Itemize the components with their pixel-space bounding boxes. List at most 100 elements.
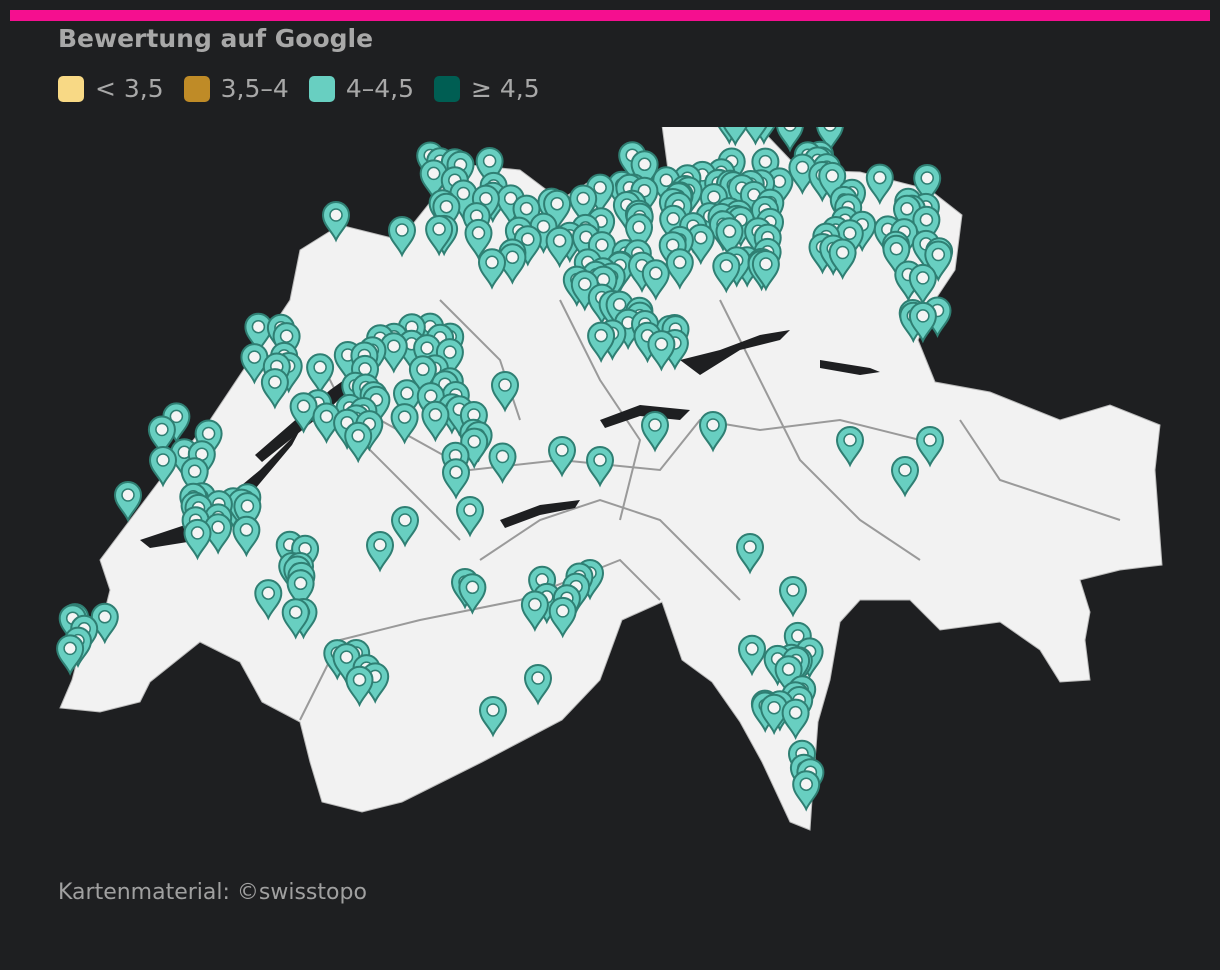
map-pin-icon[interactable] bbox=[321, 201, 351, 243]
map-pin-icon[interactable] bbox=[490, 371, 520, 413]
map-pin-icon[interactable] bbox=[640, 411, 670, 453]
map-pin-icon[interactable] bbox=[712, 251, 741, 294]
map-pin-icon[interactable] bbox=[180, 457, 209, 499]
map-markers bbox=[56, 73, 954, 812]
chart-title: Bewertung auf Google bbox=[58, 24, 374, 53]
map-pin-icon[interactable] bbox=[745, 91, 771, 132]
map-pin-icon[interactable] bbox=[387, 216, 417, 258]
map-pin-icon[interactable] bbox=[865, 163, 894, 206]
map-pin-icon[interactable] bbox=[647, 330, 676, 372]
map-pin-icon[interactable] bbox=[924, 240, 953, 282]
legend-item-4-5-plus: ≥ 4,5 bbox=[434, 74, 540, 103]
map-pin-icon[interactable] bbox=[641, 259, 670, 301]
map-pin-icon[interactable] bbox=[913, 164, 942, 206]
legend-label: ≥ 4,5 bbox=[471, 74, 540, 103]
map-pin-icon[interactable] bbox=[523, 664, 553, 706]
map-pin-icon[interactable] bbox=[345, 665, 374, 708]
map-pin-icon[interactable] bbox=[587, 321, 616, 364]
map-pin-icon[interactable] bbox=[908, 263, 937, 306]
map-pin-icon[interactable] bbox=[792, 770, 821, 812]
map-pin-icon[interactable] bbox=[478, 696, 508, 738]
map-pin-icon[interactable] bbox=[545, 226, 574, 269]
map-pin-icon[interactable] bbox=[306, 353, 335, 395]
map-pin-icon[interactable] bbox=[569, 184, 598, 226]
map-pin-icon[interactable] bbox=[162, 402, 191, 444]
map-pin-icon[interactable] bbox=[147, 415, 176, 457]
map-pin-icon[interactable] bbox=[390, 403, 419, 445]
map-pin-icon[interactable] bbox=[286, 569, 315, 611]
map-pin-icon[interactable] bbox=[912, 205, 941, 248]
map-pin-icon[interactable] bbox=[665, 248, 694, 290]
map-pin-icon[interactable] bbox=[260, 368, 289, 410]
map-pin-icon[interactable] bbox=[781, 698, 810, 741]
map-pin-icon[interactable] bbox=[547, 436, 577, 478]
legend-label: 4–4,5 bbox=[345, 74, 414, 103]
map-pin-icon[interactable] bbox=[233, 492, 262, 534]
map-credit: Kartenmaterial: ©swisstopo bbox=[58, 880, 367, 905]
map-pin-icon[interactable] bbox=[828, 238, 857, 280]
accent-bar bbox=[10, 10, 1210, 21]
map-pin-icon[interactable] bbox=[496, 184, 525, 226]
map-pin-icon[interactable] bbox=[818, 161, 847, 204]
map-pin-icon[interactable] bbox=[520, 590, 549, 632]
legend-item-below-3-5: < 3,5 bbox=[58, 74, 164, 103]
map-pin-icon[interactable] bbox=[392, 379, 422, 421]
map-pin-icon[interactable] bbox=[722, 106, 748, 147]
map-pin-icon[interactable] bbox=[915, 426, 945, 468]
legend-swatch bbox=[183, 75, 210, 102]
map-pin-icon[interactable] bbox=[548, 596, 577, 639]
map-pin-icon[interactable] bbox=[455, 496, 485, 538]
map-pin-icon[interactable] bbox=[671, 73, 697, 111]
map-pin-icon[interactable] bbox=[760, 693, 789, 736]
map-pin-icon[interactable] bbox=[441, 458, 471, 500]
map-pin-icon[interactable] bbox=[56, 634, 85, 676]
map-pin-icon[interactable] bbox=[365, 531, 395, 573]
map-pin-icon[interactable] bbox=[421, 400, 450, 443]
map-pin-icon[interactable] bbox=[737, 634, 767, 677]
legend-swatch bbox=[434, 75, 460, 102]
legend-label: 3,5–4 bbox=[220, 74, 289, 103]
map-pin-icon[interactable] bbox=[477, 248, 507, 290]
map-pin-icon[interactable] bbox=[751, 79, 777, 117]
map-pin-icon[interactable] bbox=[458, 573, 487, 615]
map-pin-icon[interactable] bbox=[733, 85, 759, 123]
map-pin-icon[interactable] bbox=[585, 446, 615, 488]
map-pin-icon[interactable] bbox=[425, 215, 454, 257]
map-pin-icon[interactable] bbox=[835, 219, 864, 261]
map-pin-icon[interactable] bbox=[244, 312, 273, 355]
map-pin-icon[interactable] bbox=[183, 518, 212, 561]
map-pin-icon[interactable] bbox=[735, 533, 765, 575]
map-pin-icon[interactable] bbox=[698, 411, 728, 453]
map-pin-icon[interactable] bbox=[715, 217, 744, 259]
legend-item-4-to-4-5: 4–4,5 bbox=[308, 74, 414, 103]
map-pin-icon[interactable] bbox=[254, 579, 283, 621]
legend-swatch bbox=[58, 75, 84, 102]
map-pin-icon[interactable] bbox=[344, 421, 373, 464]
map-pin-icon[interactable] bbox=[488, 442, 517, 484]
map-pin-icon[interactable] bbox=[624, 213, 654, 255]
map-pin-icon[interactable] bbox=[464, 218, 493, 261]
map-pin-icon[interactable] bbox=[232, 515, 261, 558]
map-pin-icon[interactable] bbox=[475, 147, 504, 189]
map-pin-icon[interactable] bbox=[408, 355, 437, 397]
legend: < 3,5 3,5–4 4–4,5 ≥ 4,5 bbox=[58, 74, 560, 103]
district-borders bbox=[299, 299, 1121, 721]
legend-swatch bbox=[308, 75, 335, 102]
map-pin-icon[interactable] bbox=[890, 456, 920, 498]
map-pin-icon[interactable] bbox=[587, 231, 616, 273]
map-pin-icon[interactable] bbox=[778, 576, 808, 618]
map-pin-icon[interactable] bbox=[148, 446, 178, 488]
map-pin-icon[interactable] bbox=[835, 426, 865, 468]
map-pin-icon[interactable] bbox=[882, 234, 911, 277]
map-pin-icon[interactable] bbox=[908, 301, 937, 344]
legend-label: < 3,5 bbox=[95, 74, 164, 103]
map-pin-icon[interactable] bbox=[390, 506, 420, 548]
legend-item-3-5-to-4: 3,5–4 bbox=[183, 74, 289, 103]
map-pin-icon[interactable] bbox=[816, 112, 844, 153]
map-pin-icon[interactable] bbox=[281, 598, 310, 640]
map-pin-icon[interactable] bbox=[652, 81, 678, 119]
map-pin-icon[interactable] bbox=[776, 112, 804, 153]
map-pin-icon[interactable] bbox=[751, 250, 780, 292]
map-pin-icon[interactable] bbox=[113, 481, 143, 523]
